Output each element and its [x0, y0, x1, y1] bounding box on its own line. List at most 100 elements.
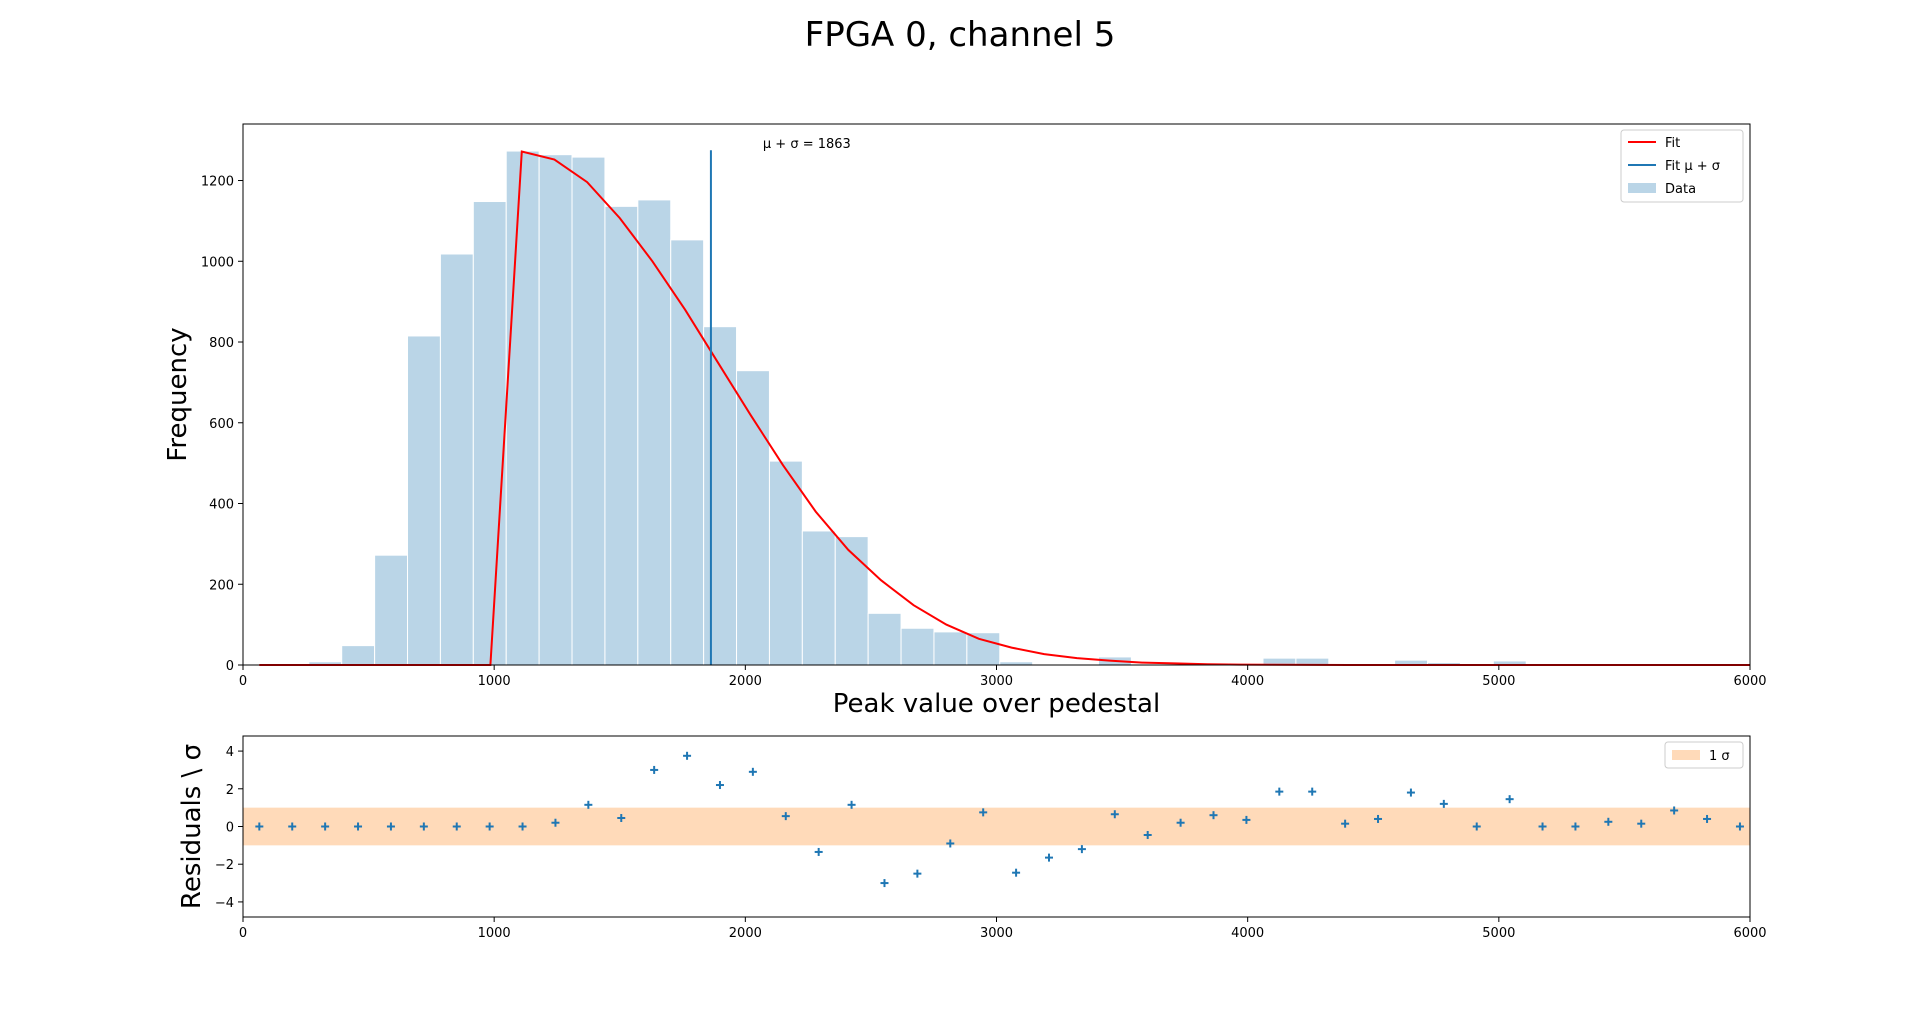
residual-point — [715, 781, 724, 790]
figure-title: FPGA 0, channel 5 — [805, 15, 1116, 55]
histogram-bar — [670, 239, 705, 666]
residual-point — [814, 847, 823, 856]
residual-point — [748, 767, 757, 776]
residuals-axes: 0 1000 2000 3000 4000 5000 6000 −4 −2 0 2 4 Residu… — [177, 735, 1767, 941]
mu-sigma-annotation-prefix: μ + σ = — [763, 137, 818, 152]
x-tick-label: 6000 — [1733, 674, 1766, 689]
histogram-legend: Fit Fit μ + σ Data — [1620, 129, 1744, 203]
histogram-bar — [604, 205, 639, 666]
residual-point — [1472, 822, 1481, 831]
legend-box — [1664, 741, 1744, 769]
histogram-bar — [900, 627, 935, 666]
legend-label: Data — [1665, 182, 1696, 197]
x-tick-label: 4000 — [1231, 674, 1264, 689]
residual-points — [255, 751, 1744, 888]
y-tick-label: 400 — [209, 498, 234, 513]
residual-point — [1374, 814, 1383, 823]
histogram-x-ticks: 0 1000 2000 3000 4000 5000 6000 — [239, 665, 1767, 689]
histogram-y-axis-label: Frequency — [163, 327, 193, 461]
residual-point — [1275, 787, 1284, 796]
histogram-x-axis-label: Peak value over pedestal — [833, 689, 1160, 719]
residual-point — [617, 814, 626, 823]
x-tick-label: 1000 — [478, 926, 511, 941]
histogram-bar — [801, 530, 836, 666]
y-tick-label: 600 — [209, 417, 234, 432]
histogram-bar — [768, 460, 803, 666]
histogram-bar — [703, 326, 738, 666]
residual-point — [1670, 806, 1679, 815]
residual-point — [1439, 799, 1448, 808]
x-tick-label: 2000 — [729, 674, 762, 689]
y-tick-label: 1200 — [201, 175, 234, 190]
residual-point — [551, 818, 560, 827]
y-tick-label: 1000 — [201, 255, 234, 270]
residual-point — [1406, 788, 1415, 797]
histogram-bar — [571, 156, 606, 666]
residual-point — [1703, 814, 1712, 823]
legend-label: Fit — [1665, 136, 1680, 151]
histogram-bar — [341, 645, 376, 666]
residual-point — [1077, 845, 1086, 854]
y-tick-label: 0 — [226, 659, 234, 674]
histogram-bar — [505, 150, 540, 666]
residuals-legend: 1 σ — [1664, 741, 1744, 769]
residual-point — [683, 751, 692, 760]
x-tick-label: 2000 — [729, 926, 762, 941]
histogram-bar — [472, 201, 507, 666]
mu-sigma-annotation: μ + σ = 1863 — [763, 137, 851, 152]
residuals-y-axis-label: Residuals \ σ — [177, 744, 207, 909]
residual-point — [354, 822, 363, 831]
residual-point — [1341, 819, 1350, 828]
x-tick-label: 5000 — [1482, 926, 1515, 941]
residual-point — [485, 822, 494, 831]
residual-point — [913, 869, 922, 878]
x-tick-label: 3000 — [980, 926, 1013, 941]
residual-point — [781, 812, 790, 821]
residual-point — [1209, 811, 1218, 820]
residual-point — [1242, 815, 1251, 824]
residuals-y-ticks: −4 −2 0 2 4 — [215, 745, 243, 911]
residual-point — [1505, 795, 1514, 804]
residual-point — [584, 800, 593, 809]
y-tick-label: 200 — [209, 578, 234, 593]
y-tick-label: −4 — [215, 896, 234, 911]
residual-point — [1637, 819, 1646, 828]
residual-point — [1044, 853, 1053, 862]
residual-point — [1143, 830, 1152, 839]
histogram-bar — [736, 370, 770, 666]
one-sigma-band — [243, 807, 1750, 846]
residual-point — [452, 822, 461, 831]
histogram-bar — [637, 199, 672, 666]
residual-point — [321, 822, 330, 831]
y-tick-label: 4 — [226, 745, 234, 760]
residual-point — [288, 822, 297, 831]
residual-point — [1735, 822, 1744, 831]
x-tick-label: 3000 — [980, 674, 1013, 689]
residual-point — [979, 808, 988, 817]
y-tick-label: 0 — [226, 821, 234, 836]
residual-point — [1604, 817, 1613, 826]
legend-label: 1 σ — [1709, 749, 1730, 764]
histogram-y-ticks: 0 200 400 600 800 1000 1200 — [201, 175, 243, 674]
residual-point — [880, 879, 889, 888]
histogram-axes: μ + σ = 1863 0 1000 2000 3000 4000 5000 6000 0… — [163, 123, 1767, 719]
legend-swatch — [1672, 750, 1700, 760]
residual-point — [650, 765, 659, 774]
legend-label: Fit μ + σ — [1665, 159, 1720, 174]
residual-point — [518, 822, 527, 831]
x-tick-label: 6000 — [1733, 926, 1766, 941]
residuals-x-ticks: 0 1000 2000 3000 4000 5000 6000 — [239, 917, 1767, 941]
residual-point — [386, 822, 395, 831]
histogram-bar — [538, 154, 573, 666]
x-tick-label: 1000 — [478, 674, 511, 689]
histogram-bar — [966, 632, 1001, 666]
residual-point — [1308, 787, 1317, 796]
histogram-bar — [407, 335, 441, 666]
histogram-bar — [834, 536, 869, 666]
x-tick-label: 0 — [239, 926, 247, 941]
y-tick-label: 800 — [209, 336, 234, 351]
fit-curve — [259, 150, 1750, 666]
mu-sigma-annotation-value: 1863 — [818, 137, 851, 152]
